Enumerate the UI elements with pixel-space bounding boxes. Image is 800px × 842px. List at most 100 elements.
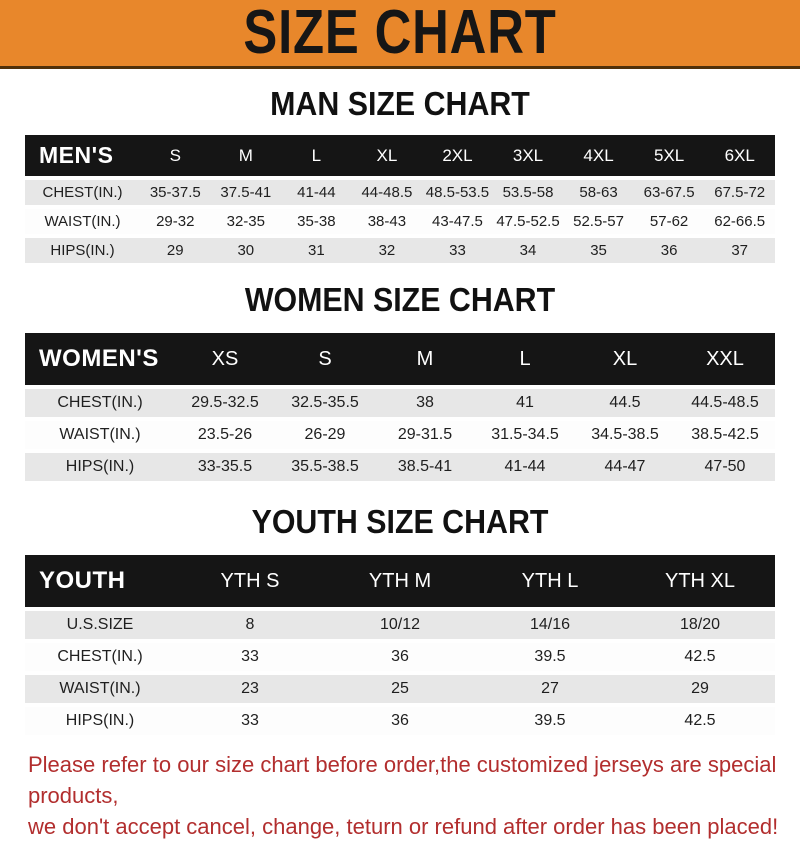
size-value-cell: 39.5 [534, 712, 566, 729]
column-header: 5XL [633, 135, 705, 176]
size-value-cell: 36 [391, 648, 409, 665]
size-value-cell: 35.5-38.5 [291, 458, 359, 475]
women-size-chart-heading: WOMEN SIZE CHART [244, 281, 556, 318]
size-value-cell: 34 [519, 242, 537, 259]
size-value-cell: 38.5-42.5 [691, 426, 759, 443]
column-header: XXL [675, 333, 775, 385]
size-value-cell: 35-38 [297, 213, 336, 230]
size-value-cell: 36 [391, 712, 409, 729]
size-value-cell: 35-37.5 [149, 184, 201, 201]
size-value-cell: 10/12 [379, 616, 421, 633]
size-value-cell: 31.5-34.5 [491, 426, 559, 443]
row-label: WAIST(IN.) [59, 680, 141, 697]
size-value-cell: 38.5-41 [397, 458, 453, 475]
row-label: HIPS(IN.) [50, 242, 115, 259]
size-value-cell: 37 [731, 242, 749, 259]
size-value-cell: 30 [237, 242, 255, 259]
column-header: YTH S [175, 555, 325, 607]
men-table-header-row: MEN'S S M L XL 2XL 3XL 4XL 5XL 6XL [25, 135, 775, 176]
size-value-cell: 32-35 [226, 213, 265, 230]
size-value-cell: 37.5-41 [220, 184, 272, 201]
column-header: YTH XL [625, 555, 775, 607]
size-value-cell: 63-67.5 [643, 184, 695, 201]
size-value-cell: 62-66.5 [714, 213, 766, 230]
size-value-cell: 38-43 [367, 213, 407, 230]
size-value-cell: 29.5-32.5 [191, 394, 259, 411]
size-value-cell: 39.5 [534, 648, 566, 665]
size-value-cell: 34.5-38.5 [591, 426, 659, 443]
table-row: WAIST(IN.) 23.5-26 26-29 29-31.5 31.5-34.5 34… [25, 421, 775, 449]
size-value-cell: 44-48.5 [361, 184, 413, 201]
footer-note-line1: Please refer to our size chart before or… [28, 752, 777, 808]
youth-size-chart-heading: YOUTH SIZE CHART [251, 503, 549, 540]
size-value-cell: 36 [660, 242, 678, 259]
size-value-cell: 44.5 [609, 394, 641, 411]
size-value-cell: 14/16 [529, 616, 571, 633]
size-value-cell: 44-47 [604, 458, 646, 475]
size-chart-banner: SIZE CHART [0, 0, 800, 69]
column-header: M [210, 135, 282, 176]
size-value-cell: 29 [691, 680, 709, 697]
row-label: CHEST(IN.) [57, 648, 143, 665]
banner-title: SIZE CHART [243, 0, 557, 67]
row-label: WAIST(IN.) [59, 426, 141, 443]
youth-table-header-row: YOUTH YTH S YTH M YTH L YTH XL [25, 555, 775, 607]
size-value-cell: 41-44 [504, 458, 546, 475]
table-row: CHEST(IN.) 29.5-32.5 32.5-35.5 38 41 44.5 44.5… [25, 389, 775, 417]
size-value-cell: 33 [241, 648, 259, 665]
youth-table-title-cell: YOUTH [25, 555, 175, 607]
table-row: WAIST(IN.) 23 25 27 29 [25, 675, 775, 703]
column-header: XL [351, 135, 423, 176]
table-row: HIPS(IN.) 33-35.5 35.5-38.5 38.5-41 41-44 44-… [25, 453, 775, 481]
size-value-cell: 8 [245, 616, 255, 633]
size-value-cell: 57-62 [649, 213, 689, 230]
size-value-cell: 42.5 [684, 648, 716, 665]
column-header: XL [575, 333, 675, 385]
size-value-cell: 33-35.5 [197, 458, 253, 475]
table-row: U.S.SIZE 8 10/12 14/16 18/20 [25, 611, 775, 639]
size-value-cell: 38 [416, 394, 434, 411]
size-value-cell: 41 [516, 394, 534, 411]
table-row: CHEST(IN.) 33 36 39.5 42.5 [25, 643, 775, 671]
column-header: S [140, 135, 211, 176]
men-size-table: MEN'S S M L XL 2XL 3XL 4XL 5XL 6XL CHEST(IN.) 35-37… [25, 131, 775, 267]
table-row: CHEST(IN.) 35-37.5 37.5-41 41-44 44-48.5 48.5… [25, 180, 775, 205]
size-value-cell: 35 [590, 242, 607, 259]
row-label: WAIST(IN.) [44, 213, 121, 230]
size-value-cell: 29-31.5 [397, 426, 453, 443]
table-row: HIPS(IN.) 33 36 39.5 42.5 [25, 707, 775, 735]
row-label: CHEST(IN.) [57, 394, 143, 411]
row-label: HIPS(IN.) [65, 712, 135, 729]
footer-note-line2: we don't accept cancel, change, teturn o… [28, 814, 779, 839]
size-value-cell: 31 [308, 242, 325, 259]
column-header: XS [175, 333, 275, 385]
size-value-cell: 18/20 [679, 616, 721, 633]
size-value-cell: 48.5-53.5 [425, 184, 490, 201]
women-size-table: WOMEN'S XS S M L XL XXL CHEST(IN.) 29.5-32.5 32.5… [25, 329, 775, 485]
women-table-title-cell: WOMEN'S [25, 333, 175, 385]
size-value-cell: 25 [391, 680, 409, 697]
size-value-cell: 67.5-72 [714, 184, 766, 201]
size-value-cell: 29-32 [156, 213, 195, 230]
size-value-cell: 52.5-57 [573, 213, 624, 230]
size-value-cell: 47.5-52.5 [496, 213, 560, 230]
size-value-cell: 44.5-48.5 [691, 394, 759, 411]
women-table-header-row: WOMEN'S XS S M L XL XXL [25, 333, 775, 385]
column-header: S [275, 333, 375, 385]
size-value-cell: 47-50 [704, 458, 746, 475]
size-value-cell: 23 [241, 680, 259, 697]
size-value-cell: 32 [378, 242, 396, 259]
table-row: HIPS(IN.) 29 30 31 32 33 34 35 36 37 [25, 238, 775, 263]
row-label: CHEST(IN.) [42, 184, 123, 201]
size-value-cell: 58-63 [579, 184, 618, 201]
man-size-chart-heading: MAN SIZE CHART [270, 85, 530, 122]
youth-size-table: YOUTH YTH S YTH M YTH L YTH XL U.S.SIZE 8 10/12… [25, 551, 775, 739]
column-header: 2XL [422, 135, 493, 176]
row-label: U.S.SIZE [66, 616, 134, 633]
column-header: M [375, 333, 475, 385]
size-value-cell: 42.5 [684, 712, 716, 729]
size-value-cell: 43-47.5 [432, 213, 483, 230]
column-header: YTH L [475, 555, 625, 607]
size-value-cell: 33 [241, 712, 259, 729]
